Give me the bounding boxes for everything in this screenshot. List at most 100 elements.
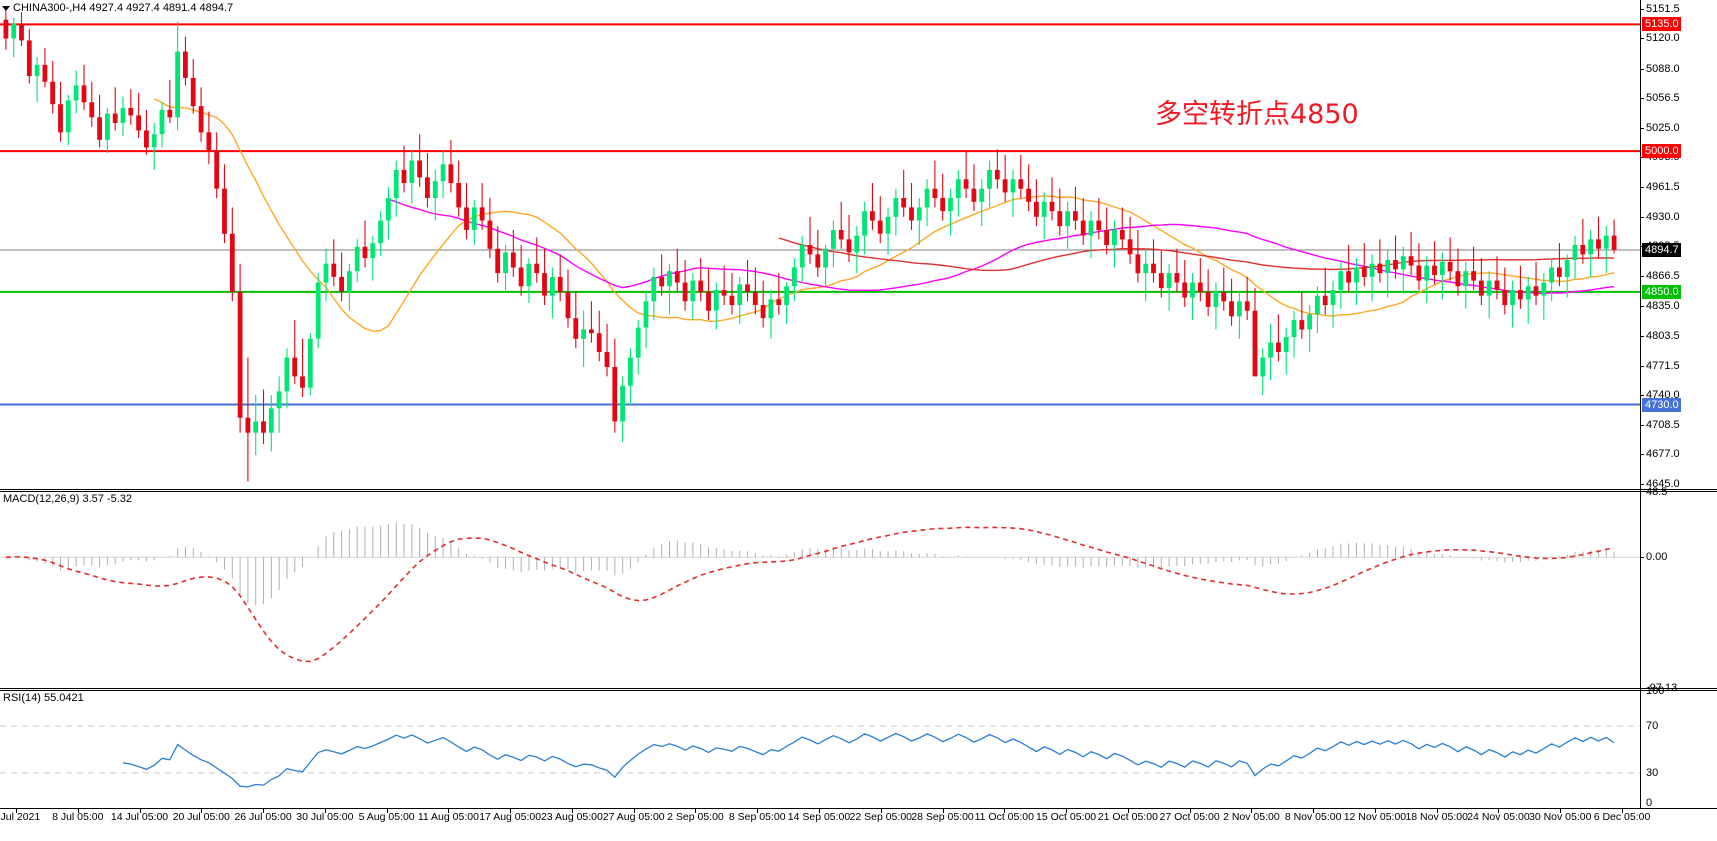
rsi-indicator-label: RSI(14) 55.0421 [3,692,84,704]
price-axis-tick-label: 4708.5 [1646,418,1680,431]
macd-panel[interactable] [0,492,1640,688]
time-axis-label: 15 Oct 05:00 [1036,811,1097,823]
macd-axis-tickmark [1640,557,1644,559]
price-axis-tickmark [1640,276,1644,278]
price-axis-tickmark [1640,335,1644,337]
time-axis-label: 23 Aug 05:00 [540,811,603,823]
price-axis-tick-label: 5151.5 [1646,2,1680,15]
chart-annotation-text: 多空转折点4850 [1155,99,1359,130]
price-axis-tickmark [1640,454,1644,456]
time-axis-tickmark [1374,808,1376,813]
price-level-tag[interactable]: 5135.0 [1642,17,1681,32]
symbol-header-label: CHINA300-,H4 4927.4 4927.4 4891.4 4894.7 [13,2,234,14]
time-axis-label: 11 Aug 05:00 [417,811,479,823]
price-chart-panel[interactable] [0,0,1640,489]
macd-axis-tick-label: 48.5 [1646,486,1668,498]
time-axis-tickmark [324,808,326,813]
time-axis-label: 22 Sep 05:00 [849,811,913,823]
time-axis-tickmark [1004,808,1006,813]
time-axis-tickmark [16,808,17,813]
time-axis-tickmark [77,808,79,813]
time-axis-label: 5 Aug 05:00 [358,811,415,823]
price-level-tag[interactable]: 4730.0 [1642,397,1681,412]
price-axis-tickmark [1640,98,1644,100]
time-axis-label: 12 Nov 05:00 [1343,811,1407,823]
price-axis-tickmark [1640,484,1644,486]
time-axis-label: 8 Sep 05:00 [728,811,786,823]
time-axis-tickmark [139,808,141,813]
rsi-axis-tick-label: 30 [1646,766,1659,779]
time-axis-line [0,808,1717,809]
price-axis-tick-label: 4961.5 [1646,181,1680,194]
price-axis-tickmark [1640,365,1644,367]
price-axis-tickmark [1640,305,1644,307]
time-axis-tickmark [263,808,265,813]
price-axis-tick-label: 4645.0 [1646,478,1680,491]
price-axis-rail [1640,0,1641,808]
time-axis-tickmark [942,808,944,813]
price-level-tag[interactable]: 5000.0 [1642,144,1681,159]
price-axis[interactable]: 5151.55120.05088.05056.55025.04993.54961… [1640,0,1717,841]
rsi-canvas[interactable] [0,691,1640,808]
time-axis-label: 24 Nov 05:00 [1467,811,1530,823]
rsi-panel-divider-2 [0,690,1717,691]
time-axis-tickmark [1560,808,1562,813]
chevron-down-icon[interactable] [2,5,10,11]
macd-canvas[interactable] [0,492,1640,688]
price-axis-tick-label: 4677.0 [1646,448,1680,461]
time-axis-tickmark [201,808,203,813]
time-axis-label: 30 Nov 05:00 [1528,811,1592,823]
time-axis-tickmark [1127,808,1129,813]
time-axis-label: 2 Nov 05:00 [1223,811,1280,823]
price-axis-tickmark [1640,424,1644,426]
price-axis-tickmark [1640,127,1644,129]
time-axis-tickmark [1436,808,1438,813]
time-axis-label: 21 Oct 05:00 [1097,811,1158,823]
time-axis-tickmark [1622,808,1623,813]
price-axis-tick-label: 4930.0 [1646,210,1680,223]
time-axis-label: 1 Jul 2021 [0,811,41,823]
price-axis-tickmark [1640,187,1644,189]
time-axis-tickmark [571,808,573,813]
time-axis-label: 27 Oct 05:00 [1159,811,1220,823]
macd-panel-divider-2 [0,491,1717,492]
time-axis-label: 20 Jul 05:00 [172,811,230,823]
price-axis-tickmark [1640,216,1644,218]
macd-axis-tick-label: 0.00 [1646,551,1668,564]
price-axis-tick-label: 4835.0 [1646,299,1680,312]
price-axis-tick-label: 5025.0 [1646,121,1680,134]
horizontal-scrollbar[interactable] [0,832,1717,841]
time-axis-label: 14 Sep 05:00 [787,811,851,823]
time-axis-label: 6 Dec 05:00 [1593,811,1651,823]
time-axis-label: 27 Aug 05:00 [602,811,665,823]
time-axis-label: 17 Aug 05:00 [479,811,542,823]
price-chart-canvas[interactable] [0,0,1640,489]
price-axis-tick-label: 5120.0 [1646,32,1680,45]
time-axis-label: 26 Jul 05:00 [234,811,292,823]
time-axis-label: 28 Sep 05:00 [911,811,974,823]
time-axis-label: 18 Nov 05:00 [1405,811,1468,823]
time-axis-tickmark [448,808,450,813]
price-axis-tick-label: 4771.5 [1646,359,1680,372]
time-axis-tickmark [757,808,759,813]
time-axis-tickmark [386,808,388,813]
price-level-tag[interactable]: 4894.7 [1642,242,1681,257]
rsi-axis-tick-label: 100 [1646,685,1665,697]
time-axis-label: 30 Jul 05:00 [296,811,354,823]
price-axis-tickmark [1640,68,1644,70]
rsi-panel-divider [0,688,1717,689]
macd-indicator-label: MACD(12,26,9) 3.57 -5.32 [3,493,133,505]
macd-axis-tick-label: -97.13 [1646,682,1678,694]
time-axis-tickmark [819,808,820,813]
time-axis-tickmark [1498,808,1500,813]
time-axis-tickmark [1189,808,1191,813]
price-axis-tickmark [1640,8,1644,10]
rsi-panel[interactable] [0,691,1640,808]
price-level-tag[interactable]: 4850.0 [1642,284,1681,299]
symbol-header: CHINA300-,H4 4927.4 4927.4 4891.4 4894.7 [2,2,233,14]
time-axis-tickmark [510,808,512,813]
price-axis-tickmark [1640,395,1644,397]
time-axis-tickmark [633,808,635,813]
